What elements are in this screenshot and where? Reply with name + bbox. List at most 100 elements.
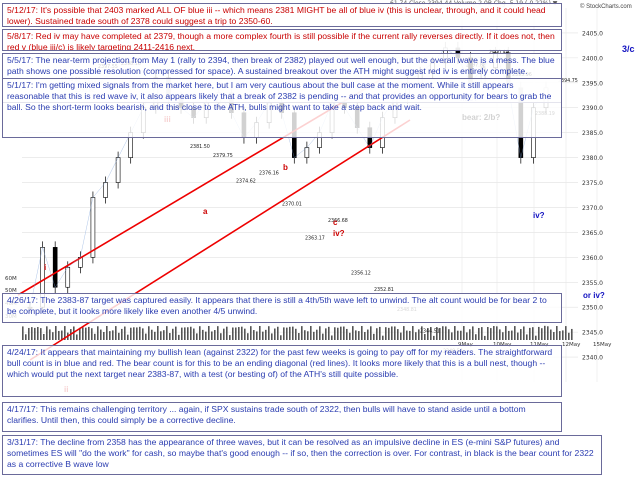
volume-bar	[94, 333, 96, 340]
volume-bar	[394, 326, 396, 340]
volume-bar	[271, 333, 273, 340]
volume-bar	[274, 328, 276, 340]
volume-bar	[145, 333, 147, 340]
volume-bar	[478, 327, 480, 340]
price-label: 2379.75	[213, 153, 233, 159]
volume-bar	[424, 334, 426, 340]
y-tick-label: 2365.0	[582, 230, 603, 237]
volume-bar	[175, 326, 177, 340]
price-label: 2370.01	[282, 201, 302, 207]
candle-body	[103, 182, 108, 198]
volume-bar	[229, 335, 231, 340]
volume-bar	[340, 326, 342, 340]
volume-bar	[109, 331, 111, 340]
volume-bar	[193, 328, 195, 340]
volume-bar	[430, 326, 432, 340]
volume-bar	[142, 328, 144, 340]
wave-label: c	[333, 218, 338, 227]
volume-bar	[529, 327, 531, 340]
volume-bar	[88, 326, 90, 340]
wave-label: iv?	[533, 211, 545, 220]
volume-bar	[37, 326, 39, 340]
volume-bar	[502, 332, 504, 340]
volume-tick-label: 60M	[5, 276, 17, 282]
volume-bar	[160, 331, 162, 340]
y-tick-label: 2350.0	[582, 305, 603, 312]
volume-bar	[124, 326, 126, 340]
y-tick-label: 2345.0	[582, 330, 603, 337]
volume-bar	[418, 329, 420, 340]
candle-body	[304, 147, 310, 158]
volume-bar	[550, 329, 552, 340]
volume-bar	[562, 330, 564, 340]
volume-bar	[454, 326, 456, 340]
volume-bar	[316, 329, 318, 340]
volume-bar	[445, 326, 447, 340]
volume-bar	[508, 330, 510, 340]
volume-bar	[364, 332, 366, 340]
volume-bar	[253, 330, 255, 340]
volume-bar	[559, 331, 561, 340]
volume-bar	[76, 334, 78, 340]
volume-bar	[247, 333, 249, 340]
volume-bar	[115, 326, 117, 340]
volume-bar	[106, 326, 108, 340]
volume-bar	[325, 328, 327, 340]
volume-bar	[547, 326, 549, 340]
volume-bar	[406, 330, 408, 340]
volume-bar	[235, 327, 237, 340]
note-2017-05-12: 5/12/17: It's possible that 2403 marked …	[2, 3, 562, 27]
candle-body	[52, 247, 58, 288]
volume-bar	[139, 326, 141, 340]
volume-bar	[148, 326, 150, 340]
wave-label: iv?	[333, 229, 345, 238]
volume-bar	[244, 328, 246, 340]
volume-bar	[130, 327, 132, 340]
volume-bar	[187, 327, 189, 340]
price-label: 2352.81	[374, 287, 394, 293]
volume-bar	[268, 326, 270, 340]
volume-bars	[22, 325, 573, 340]
volume-bar	[388, 327, 390, 340]
volume-bar	[469, 329, 471, 340]
wave-label: b	[283, 163, 288, 172]
volume-bar	[28, 327, 30, 340]
price-label: 2400.44	[489, 50, 509, 56]
volume-bar	[337, 327, 339, 340]
volume-bar	[460, 330, 462, 340]
volume-bar	[22, 326, 24, 340]
volume-bar	[310, 326, 312, 340]
volume-bar	[355, 330, 357, 340]
volume-bar	[466, 332, 468, 340]
volume-bar	[499, 329, 501, 340]
volume-bar	[43, 333, 45, 340]
volume-bar	[313, 331, 315, 340]
y-tick-label: 2360.0	[582, 255, 603, 262]
volume-bar	[382, 335, 384, 340]
price-label: 2344.51	[420, 329, 440, 335]
volume-bar	[307, 331, 309, 340]
volume-bar	[118, 332, 120, 340]
y-tick-label: 2400.0	[582, 55, 603, 62]
price-label: 2374.62	[236, 178, 256, 184]
volume-bar	[55, 326, 57, 340]
volume-bar	[520, 329, 522, 340]
volume-bar	[85, 327, 87, 340]
volume-bar	[358, 331, 360, 340]
candle-body	[115, 157, 121, 183]
volume-bar	[64, 326, 66, 340]
volume-bar	[349, 332, 351, 340]
volume-bar	[34, 327, 36, 340]
volume-bar	[433, 335, 435, 340]
volume-bar	[496, 326, 498, 340]
volume-bar	[190, 326, 192, 340]
volume-bar	[370, 326, 372, 340]
volume-bar	[526, 334, 528, 340]
volume-bar	[133, 327, 135, 340]
volume-bar	[565, 326, 567, 340]
volume-bar	[304, 330, 306, 340]
volume-bar	[196, 333, 198, 340]
volume-bar	[52, 332, 54, 340]
volume-bar	[301, 326, 303, 340]
volume-bar	[25, 334, 27, 340]
